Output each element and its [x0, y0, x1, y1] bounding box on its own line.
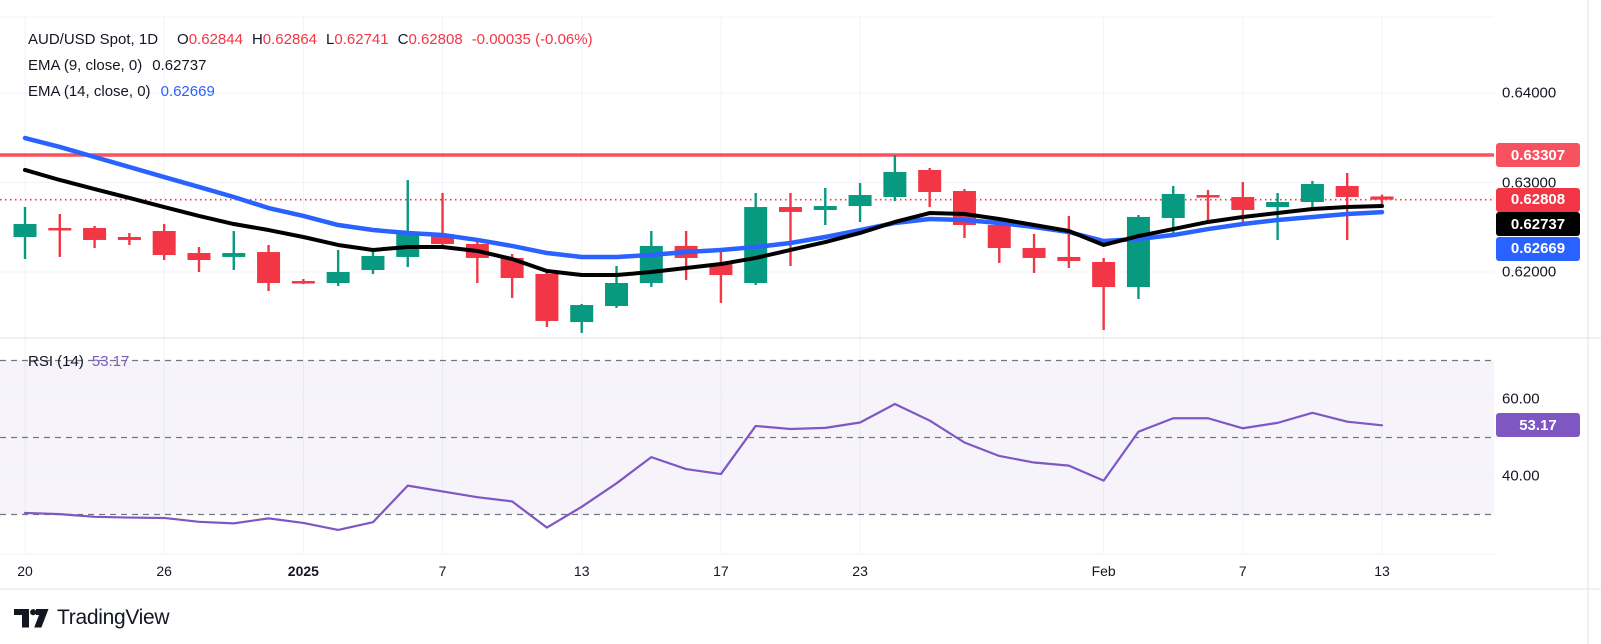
- ohlc-low-value: 0.62741: [334, 31, 389, 48]
- time-axis-label: 26: [156, 563, 172, 579]
- ema14-label: EMA (14, close, 0): [28, 83, 151, 100]
- candle-body-up[interactable]: [326, 272, 350, 284]
- candle-body-up[interactable]: [605, 283, 629, 307]
- ohlc-close-value: 0.62808: [408, 31, 463, 48]
- tradingview-logo[interactable]: TradingView: [14, 606, 170, 630]
- time-axis-label: 20: [17, 563, 33, 579]
- ema9-line: [23, 167, 1385, 278]
- tradingview-logo-icon: [14, 608, 49, 627]
- candle-body-down[interactable]: [1335, 185, 1359, 197]
- candle-body-up[interactable]: [13, 224, 37, 238]
- candle-body-up[interactable]: [883, 172, 907, 197]
- ema14-legend-row[interactable]: EMA (14, close, 0) 0.62669: [28, 79, 593, 105]
- candle-body-down[interactable]: [1231, 196, 1255, 210]
- ohlc-close-key: C: [397, 31, 409, 48]
- ohlc-high-value: 0.62864: [262, 31, 318, 48]
- rsi-axis-label: 60.00: [1502, 390, 1540, 408]
- ohlc-open-key: O: [177, 31, 189, 48]
- tradingview-logo-text: TradingView: [57, 606, 170, 629]
- time-axis-label: 13: [1374, 563, 1390, 579]
- symbol-title: AUD/USD Spot, 1D: [28, 31, 159, 48]
- candle-body-down[interactable]: [431, 233, 455, 244]
- ema9-value: 0.62737: [152, 57, 207, 74]
- price-change: -0.00035 (-0.06%): [471, 31, 593, 48]
- ema9-legend-row[interactable]: EMA (9, close, 0) 0.62737: [28, 53, 593, 79]
- rsi-axis-label: 40.00: [1502, 467, 1540, 485]
- ohlc-open-value: 0.62844: [188, 31, 243, 48]
- candle-body-up[interactable]: [1300, 184, 1324, 203]
- time-axis-label: 7: [438, 563, 447, 579]
- legend: AUD/USD Spot, 1D O0.62844 H0.62864 L0.62741…: [28, 27, 593, 105]
- ema14-badge: 0.62669: [1496, 236, 1580, 261]
- candle-body-down[interactable]: [1092, 261, 1116, 288]
- symbol-legend-row[interactable]: AUD/USD Spot, 1D O0.62844 H0.62864 L0.62741…: [28, 27, 593, 53]
- resistance-line-badge: 0.63307: [1496, 143, 1580, 168]
- candle-body-down[interactable]: [918, 169, 942, 192]
- time-axis-label: Feb: [1091, 563, 1116, 579]
- candle-body-down[interactable]: [709, 264, 733, 276]
- candle-body-up[interactable]: [639, 245, 663, 284]
- candle-body-down[interactable]: [987, 225, 1011, 249]
- candle-body-up[interactable]: [1161, 193, 1185, 219]
- candle-body-down[interactable]: [535, 273, 559, 321]
- rsi-line: [23, 402, 1384, 532]
- candle-body-down[interactable]: [257, 252, 281, 284]
- candle-body-down[interactable]: [187, 253, 211, 261]
- rsi-value: 53.17: [91, 353, 130, 370]
- last-price-badge: 0.62808: [1496, 187, 1580, 212]
- rsi-value-badge: 53.17: [1496, 413, 1580, 438]
- candle-body-up[interactable]: [848, 195, 872, 207]
- ema14-value: 0.62669: [160, 83, 215, 100]
- candle-body-down[interactable]: [1196, 195, 1220, 198]
- ema14-line: [22, 135, 1385, 260]
- time-axis-label: 7: [1238, 563, 1247, 579]
- candle-body-down[interactable]: [1057, 256, 1081, 261]
- candle-body-down[interactable]: [117, 237, 141, 240]
- time-axis-label: 2025: [287, 563, 319, 579]
- candle-body-up[interactable]: [813, 206, 837, 210]
- candle-body-up[interactable]: [570, 305, 594, 323]
- candle-body-down[interactable]: [48, 227, 72, 231]
- ohlc-high-key: H: [251, 31, 263, 48]
- candle-body-down[interactable]: [1370, 196, 1394, 200]
- candle-body-down[interactable]: [83, 227, 107, 240]
- price-axis-label: 0.62000: [1502, 263, 1557, 281]
- candle-body-up[interactable]: [1126, 216, 1150, 288]
- price-axis-label: 0.63000: [1502, 174, 1557, 191]
- ema9-label: EMA (9, close, 0): [28, 57, 143, 74]
- candle-body-up[interactable]: [1266, 202, 1290, 208]
- time-axis-label: 23: [852, 563, 868, 579]
- rsi-legend-row[interactable]: RSI (14) 53.17: [28, 353, 129, 370]
- candle-body-down[interactable]: [778, 207, 802, 212]
- ema9-badge: 0.62737: [1496, 212, 1580, 237]
- candle-body-up[interactable]: [361, 255, 385, 271]
- rsi-label: RSI (14): [28, 353, 84, 370]
- candle-body-down[interactable]: [291, 281, 315, 284]
- candle-body-down[interactable]: [152, 231, 176, 255]
- ohlc-low-key: L: [326, 31, 335, 48]
- time-axis-label: 13: [573, 563, 590, 579]
- candle-body-down[interactable]: [1022, 248, 1046, 258]
- candle-body-up[interactable]: [222, 253, 246, 257]
- time-axis-label: 17: [713, 563, 729, 579]
- price-axis-label: 0.64000: [1502, 84, 1557, 102]
